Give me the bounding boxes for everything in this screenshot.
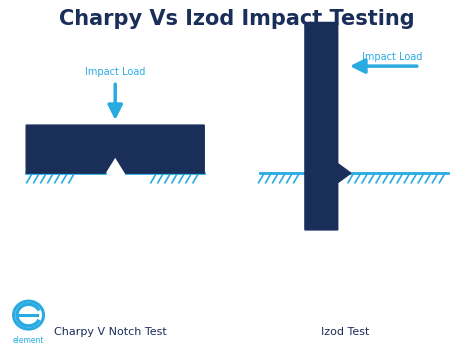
Polygon shape	[26, 125, 204, 173]
Text: Impact Load: Impact Load	[85, 67, 146, 77]
Text: Charpy Vs Izod Impact Testing: Charpy Vs Izod Impact Testing	[59, 9, 415, 29]
Polygon shape	[305, 22, 351, 230]
Text: Izod Test: Izod Test	[320, 327, 369, 337]
Text: element: element	[13, 335, 44, 345]
Text: Charpy V Notch Test: Charpy V Notch Test	[54, 327, 167, 337]
Text: Impact Load: Impact Load	[362, 52, 422, 62]
